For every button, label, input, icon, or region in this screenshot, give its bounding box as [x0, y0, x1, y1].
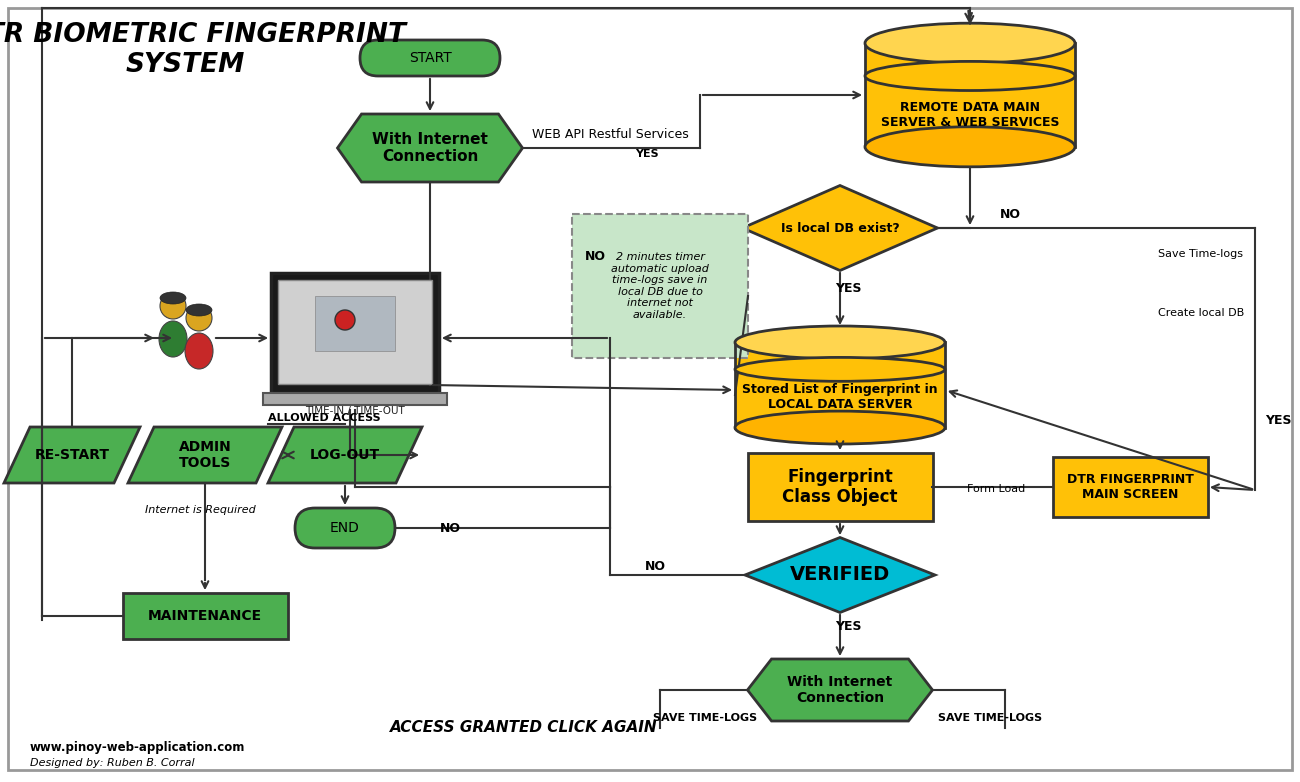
Text: NO: NO — [439, 522, 462, 535]
Polygon shape — [268, 427, 422, 483]
Text: YES: YES — [835, 620, 861, 633]
FancyBboxPatch shape — [315, 296, 395, 351]
Ellipse shape — [159, 321, 187, 357]
Text: NO: NO — [585, 249, 606, 263]
Text: Designed by: Ruben B. Corral: Designed by: Ruben B. Corral — [30, 758, 195, 768]
Text: Internet is Required: Internet is Required — [144, 505, 255, 515]
FancyBboxPatch shape — [122, 593, 287, 639]
FancyBboxPatch shape — [572, 214, 748, 358]
Text: 2 minutes timer
automatic upload
time-logs save in
local DB due to
internet not
: 2 minutes timer automatic upload time-lo… — [611, 252, 709, 320]
Text: Fingerprint
Class Object: Fingerprint Class Object — [783, 468, 898, 507]
Ellipse shape — [185, 333, 213, 369]
Bar — [734, 343, 945, 428]
Bar — [864, 43, 1075, 147]
Text: DTR BIOMETRIC FINGERPRINT
SYSTEM: DTR BIOMETRIC FINGERPRINT SYSTEM — [0, 22, 406, 78]
Text: VERIFIED: VERIFIED — [790, 565, 891, 584]
Text: SAVE TIME-LOGS: SAVE TIME-LOGS — [653, 713, 757, 723]
FancyBboxPatch shape — [270, 273, 439, 393]
Circle shape — [335, 310, 355, 330]
Polygon shape — [742, 185, 937, 271]
Text: YES: YES — [634, 149, 659, 159]
Text: YES: YES — [1265, 414, 1291, 426]
Polygon shape — [747, 659, 932, 721]
Text: ADMIN
TOOLS: ADMIN TOOLS — [178, 440, 231, 470]
Ellipse shape — [864, 127, 1075, 167]
Text: DTR FINGERPRINT
MAIN SCREEN: DTR FINGERPRINT MAIN SCREEN — [1066, 473, 1193, 501]
Text: WEB API Restful Services: WEB API Restful Services — [532, 127, 689, 141]
Text: Create local DB: Create local DB — [1158, 308, 1244, 318]
Polygon shape — [127, 427, 282, 483]
Ellipse shape — [186, 304, 212, 316]
FancyBboxPatch shape — [263, 393, 447, 405]
Text: ALLOWED ACCESS: ALLOWED ACCESS — [268, 413, 381, 423]
Circle shape — [160, 293, 186, 319]
Polygon shape — [4, 427, 140, 483]
Text: NO: NO — [645, 561, 666, 573]
Ellipse shape — [864, 62, 1075, 91]
FancyBboxPatch shape — [360, 40, 500, 76]
Text: With Internet
Connection: With Internet Connection — [372, 132, 488, 164]
Ellipse shape — [160, 292, 186, 304]
Text: Is local DB exist?: Is local DB exist? — [780, 221, 900, 235]
Ellipse shape — [734, 411, 945, 444]
FancyBboxPatch shape — [1053, 457, 1208, 517]
Text: YES: YES — [835, 282, 861, 295]
Text: REMOTE DATA MAIN
SERVER & WEB SERVICES: REMOTE DATA MAIN SERVER & WEB SERVICES — [881, 101, 1060, 129]
Text: NO: NO — [1000, 207, 1021, 221]
FancyBboxPatch shape — [295, 508, 395, 548]
Text: LOG-OUT: LOG-OUT — [309, 448, 380, 462]
Circle shape — [186, 305, 212, 331]
Polygon shape — [338, 114, 523, 182]
Text: TIME-IN / TIME-OUT: TIME-IN / TIME-OUT — [306, 406, 404, 416]
Ellipse shape — [734, 357, 945, 382]
Text: Form Load: Form Load — [967, 484, 1026, 494]
FancyBboxPatch shape — [278, 280, 432, 384]
Text: MAINTENANCE: MAINTENANCE — [148, 609, 263, 623]
Polygon shape — [745, 537, 935, 612]
Text: Save Time-logs: Save Time-logs — [1158, 249, 1243, 259]
FancyBboxPatch shape — [747, 453, 932, 521]
Text: www.pinoy-web-application.com: www.pinoy-web-application.com — [30, 741, 246, 755]
Text: Stored List of Fingerprint in
LOCAL DATA SERVER: Stored List of Fingerprint in LOCAL DATA… — [742, 383, 937, 411]
Text: END: END — [330, 521, 360, 535]
Text: RE-START: RE-START — [35, 448, 109, 462]
Text: START: START — [408, 51, 451, 65]
Text: ACCESS GRANTED CLICK AGAIN: ACCESS GRANTED CLICK AGAIN — [390, 720, 658, 736]
Text: SAVE TIME-LOGS: SAVE TIME-LOGS — [937, 713, 1043, 723]
Ellipse shape — [734, 326, 945, 359]
Text: With Internet
Connection: With Internet Connection — [788, 675, 893, 705]
Ellipse shape — [864, 23, 1075, 63]
